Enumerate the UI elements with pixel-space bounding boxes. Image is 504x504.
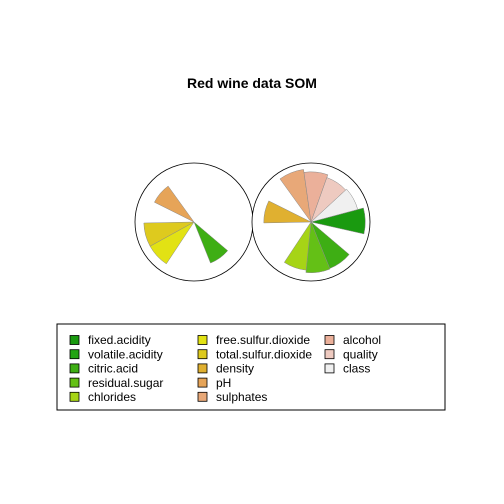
- legend-swatch: [69, 335, 80, 345]
- legend-label: fixed.acidity: [88, 333, 151, 347]
- legend-swatch: [69, 377, 80, 388]
- legend-swatch: [324, 349, 335, 360]
- legend-box: [56, 323, 446, 411]
- legend: fixed.acidityvolatile.aciditycitric.acid…: [69, 333, 381, 404]
- som-unit: [134, 162, 254, 282]
- legend-item: class: [324, 362, 370, 376]
- legend-label: alcohol: [343, 333, 381, 347]
- legend-swatch: [197, 335, 208, 345]
- legend-label: pH: [216, 376, 231, 390]
- legend-swatch: [69, 363, 80, 374]
- legend-label: density: [216, 362, 254, 376]
- legend-swatch: [69, 391, 80, 402]
- legend-label: chlorides: [88, 390, 136, 404]
- segment-citric-acid: [193, 221, 229, 264]
- legend-label: sulphates: [216, 390, 267, 404]
- segment-sulphates: [279, 169, 312, 223]
- legend-swatch: [197, 377, 208, 388]
- legend-item: fixed.acidity: [69, 333, 151, 347]
- legend-item: sulphates: [197, 390, 267, 404]
- segment-chlorides: [283, 221, 312, 271]
- legend-label: residual.sugar: [88, 376, 163, 390]
- legend-item: pH: [197, 376, 231, 390]
- legend-label: free.sulfur.dioxide: [216, 333, 310, 347]
- legend-item: volatile.acidity: [69, 347, 163, 361]
- legend-item: total.sulfur.dioxide: [197, 347, 312, 361]
- legend-swatch: [197, 391, 208, 402]
- legend-swatch: [324, 335, 335, 345]
- legend-label: volatile.acidity: [88, 347, 163, 361]
- legend-item: density: [197, 362, 254, 376]
- legend-item: free.sulfur.dioxide: [197, 333, 310, 347]
- legend-label: total.sulfur.dioxide: [216, 347, 312, 361]
- chart-title: Red wine data SOM: [187, 75, 317, 91]
- legend-item: quality: [324, 347, 378, 361]
- segment-residual-sugar: [305, 221, 331, 273]
- segment-class: [310, 188, 359, 223]
- legend-item: residual.sugar: [69, 376, 163, 390]
- legend-item: citric.acid: [69, 362, 138, 376]
- som-units: [134, 162, 371, 282]
- legend-label: class: [343, 362, 370, 376]
- legend-item: chlorides: [69, 390, 136, 404]
- segment-alcohol: [303, 171, 329, 223]
- segment-pH: [154, 185, 195, 223]
- segment-density: [263, 200, 312, 224]
- legend-swatch: [324, 363, 335, 374]
- legend-swatch: [197, 349, 208, 360]
- legend-swatch: [69, 349, 80, 360]
- segment-total-sulfur-dioxide: [143, 221, 195, 247]
- som-unit: [251, 162, 371, 282]
- legend-swatch: [197, 363, 208, 374]
- legend-label: quality: [343, 347, 378, 361]
- segment-fixed-acidity: [310, 207, 366, 235]
- legend-label: citric.acid: [88, 362, 138, 376]
- legend-item: alcohol: [324, 333, 381, 347]
